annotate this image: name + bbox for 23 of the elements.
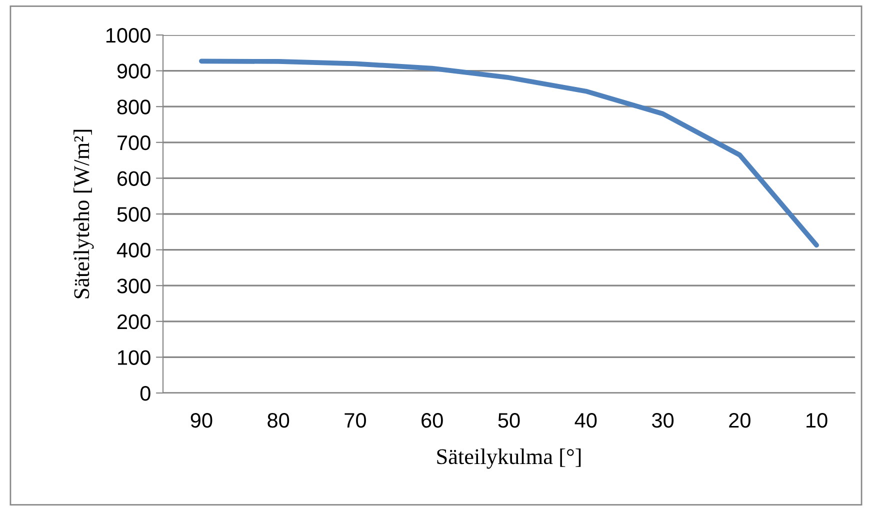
y-tick-label: 600 xyxy=(117,171,150,186)
y-tick-label: 200 xyxy=(117,314,150,330)
x-tick-label: 40 xyxy=(574,412,597,428)
x-tick-label: 60 xyxy=(422,412,443,428)
y-tick-label: 0 xyxy=(140,386,150,401)
y-tick-label: 800 xyxy=(117,100,150,114)
x-tick-label: 30 xyxy=(652,412,674,428)
y-tick-label: 500 xyxy=(117,207,150,222)
x-tick-label: 80 xyxy=(268,412,290,428)
y-tick-label: 700 xyxy=(118,135,150,150)
y-tick-label: 300 xyxy=(117,278,150,294)
x-tick-label: 90 xyxy=(190,412,212,428)
line-series xyxy=(199,58,819,248)
x-tick-label: 50 xyxy=(498,412,520,428)
y-tick-label: 900 xyxy=(117,64,150,79)
x-tick-label: 70 xyxy=(344,412,366,428)
y-tick-label: 400 xyxy=(116,242,150,258)
x-axis-title: Säteilykulma [°] xyxy=(437,448,581,469)
y-tick-label: 1000 xyxy=(106,28,150,43)
x-tick-label: 20 xyxy=(729,412,750,428)
x-tick-label: 10 xyxy=(806,412,828,428)
y-tick-label: 100 xyxy=(118,350,150,365)
y-axis-title: Säteilyteho [W/m²] xyxy=(74,130,94,298)
